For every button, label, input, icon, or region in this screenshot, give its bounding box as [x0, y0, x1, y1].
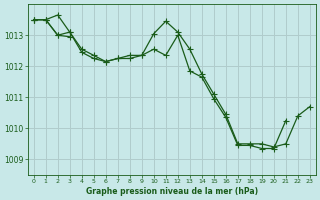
X-axis label: Graphe pression niveau de la mer (hPa): Graphe pression niveau de la mer (hPa) — [86, 187, 258, 196]
